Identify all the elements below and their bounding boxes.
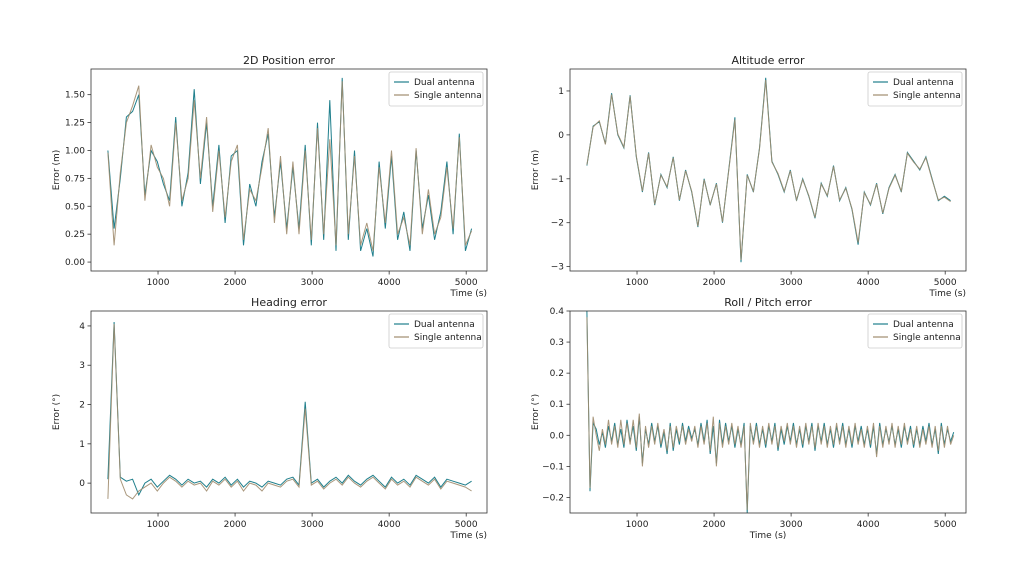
series-line-single-antenna <box>586 79 951 261</box>
y-tick-label: 0.00 <box>65 258 85 268</box>
legend: Dual antenna Single antenna <box>388 71 484 107</box>
legend-label: Dual antenna <box>893 78 954 88</box>
y-tick-label: 1.00 <box>65 146 85 156</box>
y-axis-label: Error (°) <box>531 394 541 430</box>
x-tick-label: 1000 <box>626 278 649 288</box>
x-tick-label: 4000 <box>378 520 401 530</box>
y-tick-label: −0.1 <box>542 462 564 472</box>
series-line-single-antenna <box>107 81 473 252</box>
legend-box <box>388 313 484 349</box>
y-tick-label: 0.0 <box>550 431 565 441</box>
x-tick-label: 3000 <box>301 278 324 288</box>
x-tick-label: 1000 <box>147 520 170 530</box>
subplot-4: Roll / Pitch error 1000 2000 3000 4000 5000 −0… <box>531 296 967 541</box>
y-tick-label: 1.25 <box>65 119 85 129</box>
legend-box <box>388 71 484 107</box>
chart-title: Roll / Pitch error <box>724 296 812 309</box>
x-tick-label: 4000 <box>857 278 880 288</box>
x-axis-label: Time (s) <box>749 531 787 541</box>
legend-label: Dual antenna <box>414 78 475 88</box>
x-tick-label: 3000 <box>301 520 324 530</box>
legend-label: Single antenna <box>414 91 482 101</box>
x-tick-label: 5000 <box>934 520 957 530</box>
y-axis-label: Error (m) <box>531 150 541 191</box>
x-tick-label: 3000 <box>780 520 803 530</box>
x-tick-label: 4000 <box>857 520 880 530</box>
y-tick-label: 0 <box>79 479 85 489</box>
y-tick-label: 0 <box>558 131 564 141</box>
y-tick-label: 0.4 <box>550 307 565 317</box>
legend-box <box>867 71 963 107</box>
axes-frame <box>569 310 967 514</box>
y-tick-label: −0.2 <box>542 493 564 503</box>
y-tick-label: 4 <box>79 322 85 332</box>
x-tick-label: 5000 <box>455 278 478 288</box>
y-tick-label: 0.75 <box>65 174 85 184</box>
y-axis-label: Error (°) <box>52 394 62 430</box>
x-tick-label: 1000 <box>147 278 170 288</box>
subplot-3: Heading error 1000 2000 3000 4000 5000 0 1 2 3 4 Ti… <box>52 296 488 541</box>
x-tick-label: 1000 <box>626 520 649 530</box>
y-tick-label: 1.50 <box>65 91 85 101</box>
subplot-2: Altitude error 1000 2000 3000 4000 5000 −3 −2 −1… <box>531 54 967 299</box>
x-tick-label: 2000 <box>703 520 726 530</box>
legend: Dual antenna Single antenna <box>867 71 963 107</box>
y-tick-label: −2 <box>551 219 564 229</box>
y-tick-label: 1 <box>558 87 564 97</box>
y-axis-label: Error (m) <box>52 150 62 191</box>
x-axis-label: Time (s) <box>449 531 487 541</box>
y-tick-label: 1 <box>79 440 85 450</box>
axes-frame <box>90 68 488 272</box>
x-axis-label: Time (s) <box>928 289 966 299</box>
y-tick-label: 0.3 <box>550 338 564 348</box>
x-axis-label: Time (s) <box>449 289 487 299</box>
x-tick-label: 5000 <box>934 278 957 288</box>
y-tick-label: 2 <box>79 401 85 411</box>
legend-label: Single antenna <box>414 333 482 343</box>
series-line-single-antenna <box>107 323 472 500</box>
chart-title: Altitude error <box>731 54 805 67</box>
x-tick-label: 2000 <box>703 278 726 288</box>
legend-label: Dual antenna <box>414 320 475 330</box>
x-tick-label: 3000 <box>780 278 803 288</box>
y-tick-label: 0.50 <box>65 202 85 212</box>
legend-box <box>867 313 963 349</box>
y-tick-label: 0.2 <box>550 369 564 379</box>
subplot-1: 2D Position error 1000 2000 3000 4000 5000 0.0… <box>52 54 488 299</box>
legend-label: Single antenna <box>893 333 961 343</box>
y-tick-label: 3 <box>79 361 85 371</box>
legend-label: Dual antenna <box>893 320 954 330</box>
legend: Dual antenna Single antenna <box>867 313 963 349</box>
axes-frame <box>90 310 488 514</box>
y-tick-label: 0.25 <box>65 230 85 240</box>
y-tick-label: −3 <box>551 263 564 273</box>
legend: Dual antenna Single antenna <box>388 313 484 349</box>
x-tick-label: 2000 <box>224 278 247 288</box>
series-line-dual-antenna <box>107 321 472 497</box>
axes-frame <box>569 68 967 272</box>
x-tick-label: 5000 <box>455 520 478 530</box>
chart-title: 2D Position error <box>243 54 335 67</box>
x-tick-label: 4000 <box>378 278 401 288</box>
x-tick-label: 2000 <box>224 520 247 530</box>
series-line-single-antenna <box>586 317 955 510</box>
y-tick-label: 0.1 <box>550 400 564 410</box>
legend-label: Single antenna <box>893 91 961 101</box>
y-tick-label: −1 <box>551 175 564 185</box>
chart-title: Heading error <box>251 296 327 309</box>
